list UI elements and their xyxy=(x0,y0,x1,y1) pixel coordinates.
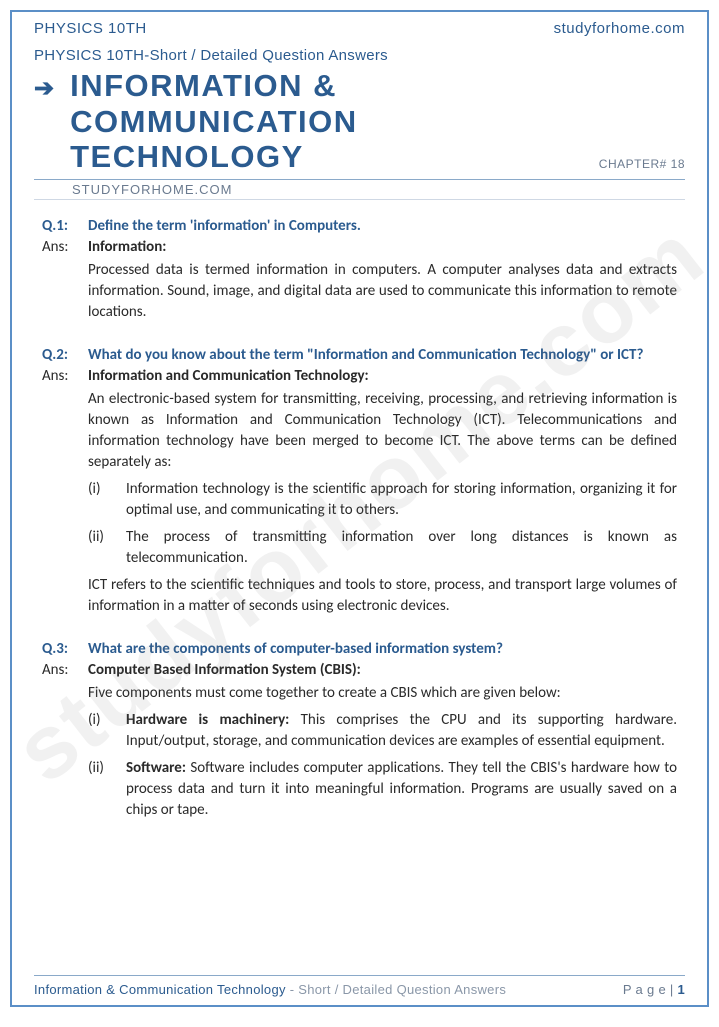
arrow-right-icon: ➔ xyxy=(34,74,54,103)
answer-body: Five components must come together to cr… xyxy=(88,683,677,704)
answer-body: Processed data is termed information in … xyxy=(88,260,677,323)
answer-heading: Computer Based Information System (CBIS)… xyxy=(88,660,361,681)
header-bar: PHYSICS 10TH studyforhome.com xyxy=(12,12,707,43)
page-number: 1 xyxy=(677,982,685,997)
answer-row: Ans:Information: xyxy=(42,237,677,258)
list-item: (ii)The process of transmitting informat… xyxy=(88,527,677,569)
answer-heading: Information: xyxy=(88,237,166,258)
divider-sub xyxy=(34,199,685,200)
breadcrumb: PHYSICS 10TH-Short / Detailed Question A… xyxy=(12,43,707,64)
header-right: studyforhome.com xyxy=(554,20,685,37)
list-marker: (i) xyxy=(88,479,126,521)
document-page: studyforhome.com PHYSICS 10TH studyforho… xyxy=(10,10,709,1007)
page-title: INFORMATION & COMMUNICATION TECHNOLOGY xyxy=(70,68,599,175)
answer-body: An electronic-based system for transmitt… xyxy=(88,389,677,473)
list-item: (i)Information technology is the scienti… xyxy=(88,479,677,521)
list-item: (i)Hardware is machinery: This comprises… xyxy=(88,710,677,752)
question-row: Q.2:What do you know about the term "Inf… xyxy=(42,345,677,366)
footer-bar: Information & Communication Technology -… xyxy=(34,975,685,1005)
question-row: Q.3:What are the components of computer-… xyxy=(42,639,677,660)
answer-label: Ans: xyxy=(42,660,88,681)
qa-block: Q.2:What do you know about the term "Inf… xyxy=(42,345,677,617)
list-marker: (ii) xyxy=(88,758,126,821)
answer-label: Ans: xyxy=(42,366,88,387)
title-row: ➔ INFORMATION & COMMUNICATION TECHNOLOGY… xyxy=(12,64,707,175)
answer-row: Ans:Computer Based Information System (C… xyxy=(42,660,677,681)
list-text: Hardware is machinery: This comprises th… xyxy=(126,710,677,752)
sub-list: (i)Information technology is the scienti… xyxy=(88,479,677,569)
question-text: What do you know about the term "Informa… xyxy=(88,345,677,366)
source-subtitle: STUDYFORHOME.COM xyxy=(12,180,707,197)
qa-block: Q.3:What are the components of computer-… xyxy=(42,639,677,821)
footer-left: Information & Communication Technology -… xyxy=(34,982,506,997)
sub-list: (i)Hardware is machinery: This comprises… xyxy=(88,710,677,821)
question-text: Define the term 'information' in Compute… xyxy=(88,216,677,237)
qa-block: Q.1:Define the term 'information' in Com… xyxy=(42,216,677,323)
footer-subtitle: - Short / Detailed Question Answers xyxy=(286,982,506,997)
footer-title: Information & Communication Technology xyxy=(34,982,286,997)
answer-label: Ans: xyxy=(42,237,88,258)
list-text: Information technology is the scientific… xyxy=(126,479,677,521)
question-number: Q.1: xyxy=(42,216,88,237)
header-left: PHYSICS 10TH xyxy=(34,20,147,37)
footer-page: P a g e | 1 xyxy=(623,982,685,997)
question-row: Q.1:Define the term 'information' in Com… xyxy=(42,216,677,237)
answer-post-text: ICT refers to the scientific techniques … xyxy=(88,575,677,617)
answer-heading: Information and Communication Technology… xyxy=(88,366,369,387)
list-marker: (i) xyxy=(88,710,126,752)
list-marker: (ii) xyxy=(88,527,126,569)
question-text: What are the components of computer-base… xyxy=(88,639,677,660)
question-number: Q.3: xyxy=(42,639,88,660)
page-label: P a g e | xyxy=(623,982,678,997)
list-text: The process of transmitting information … xyxy=(126,527,677,569)
list-text: Software: Software includes computer app… xyxy=(126,758,677,821)
content-body: Q.1:Define the term 'information' in Com… xyxy=(12,216,707,821)
list-item: (ii)Software: Software includes computer… xyxy=(88,758,677,821)
question-number: Q.2: xyxy=(42,345,88,366)
answer-row: Ans:Information and Communication Techno… xyxy=(42,366,677,387)
chapter-label: CHAPTER# 18 xyxy=(599,157,685,171)
